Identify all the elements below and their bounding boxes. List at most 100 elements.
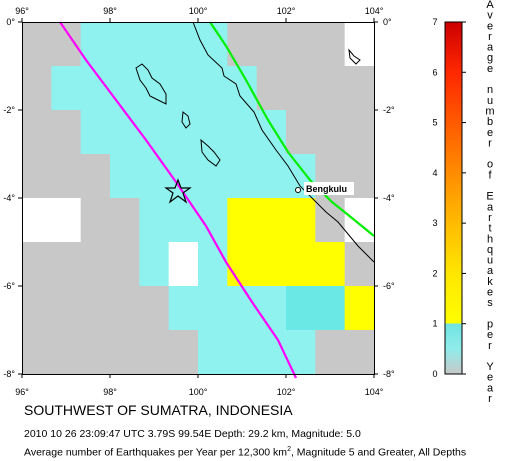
grid-cell bbox=[22, 330, 52, 375]
grid-cell bbox=[256, 198, 287, 243]
grid-cell bbox=[22, 66, 52, 111]
grid-cell bbox=[198, 330, 228, 375]
trench-lines bbox=[59, 21, 375, 379]
grid-cell bbox=[139, 22, 170, 67]
grid-cell bbox=[168, 22, 199, 67]
grid-cell bbox=[198, 110, 228, 155]
grid-cell bbox=[110, 198, 140, 243]
colorbar-tick-label: 6 bbox=[432, 67, 437, 77]
grid-cell bbox=[139, 286, 170, 331]
colorbar-scale bbox=[444, 21, 463, 375]
lat-tick-label-left: -6° bbox=[3, 281, 15, 291]
island-small-2 bbox=[200, 138, 221, 167]
grid-cell bbox=[256, 154, 287, 199]
grid-cell bbox=[256, 330, 287, 375]
grid-cell bbox=[198, 154, 228, 199]
grid-cell bbox=[315, 242, 346, 287]
grid-cell bbox=[315, 110, 346, 155]
map-footnote: Average number of Earthquakes per Year p… bbox=[24, 446, 466, 459]
grid-cell bbox=[344, 198, 375, 243]
grid-cell bbox=[168, 286, 199, 331]
grid-cell bbox=[344, 110, 375, 155]
lon-tick-label-top: 96° bbox=[15, 6, 29, 16]
grid-cell bbox=[80, 110, 111, 155]
city-label: Bengkulu bbox=[306, 184, 347, 194]
lon-tick-label-top: 98° bbox=[103, 6, 117, 16]
lon-tick-label-bottom: 100° bbox=[189, 387, 208, 397]
city-dot bbox=[295, 187, 301, 193]
grid-cell bbox=[139, 198, 170, 243]
grid-cell bbox=[168, 330, 199, 375]
region-title: SOUTHWEST OF SUMATRA, INDONESIA bbox=[24, 402, 293, 418]
grid-cell bbox=[286, 286, 316, 331]
lon-tick-label-bottom: 104° bbox=[365, 387, 384, 397]
grid-cell bbox=[315, 286, 346, 331]
grid-cell bbox=[22, 242, 52, 287]
grid-cell bbox=[198, 286, 228, 331]
star-icon bbox=[164, 178, 192, 204]
island-north bbox=[135, 63, 167, 105]
coastline bbox=[135, 21, 375, 263]
footnote-text-end: , Magnitude 5 and Greater, All Depths bbox=[290, 446, 467, 459]
grid-cell bbox=[227, 110, 258, 155]
grid-cell bbox=[51, 66, 82, 111]
grid-cell bbox=[168, 110, 199, 155]
grid-cell bbox=[344, 66, 375, 111]
lat-tick-label-left: -8° bbox=[3, 369, 15, 379]
grid-cell bbox=[110, 66, 140, 111]
grid-cell bbox=[227, 286, 258, 331]
grid-cell bbox=[51, 242, 82, 287]
grid-cell bbox=[22, 154, 52, 199]
lon-tick-label-top: 100° bbox=[189, 6, 208, 16]
grid-cell bbox=[227, 22, 258, 67]
colorbar-tick-label: 3 bbox=[432, 218, 437, 228]
grid-cell bbox=[227, 330, 258, 375]
grid-cell bbox=[256, 22, 287, 67]
grid-cell bbox=[139, 110, 170, 155]
footnote-superscript: 2 bbox=[287, 446, 291, 453]
grid-cell bbox=[256, 242, 287, 287]
grid-cell bbox=[80, 330, 111, 375]
grid-cell bbox=[286, 198, 316, 243]
grid-cell bbox=[168, 198, 199, 243]
island-far-north bbox=[348, 48, 361, 65]
lat-tick-label-right: 0° bbox=[383, 17, 392, 27]
grid-cell bbox=[22, 198, 52, 243]
grid-cell bbox=[22, 286, 52, 331]
grid-cell bbox=[22, 22, 52, 67]
lat-tick-label-left: -2° bbox=[3, 105, 15, 115]
colorbar-tick-label: 0 bbox=[432, 369, 437, 379]
grid-cell bbox=[80, 286, 111, 331]
grid-cell bbox=[139, 154, 170, 199]
colorbar-tick-label: 2 bbox=[432, 268, 437, 278]
grid-cell bbox=[110, 242, 140, 287]
colorbar-tick-label: 4 bbox=[432, 168, 437, 178]
grid-cell bbox=[51, 330, 82, 375]
grid-cell bbox=[256, 110, 287, 155]
grid-cell bbox=[22, 110, 52, 155]
grid-cell bbox=[227, 154, 258, 199]
grid-cell bbox=[51, 22, 82, 67]
grid-cell bbox=[80, 242, 111, 287]
grid-cell bbox=[344, 286, 375, 331]
grid-cell bbox=[168, 242, 199, 287]
grid-cell bbox=[227, 198, 258, 243]
grid-cell bbox=[110, 154, 140, 199]
grid-cell bbox=[110, 330, 140, 375]
grid-cell bbox=[80, 154, 111, 199]
grid-cell bbox=[344, 242, 375, 287]
grid-cell bbox=[286, 110, 316, 155]
grid-cell bbox=[198, 242, 228, 287]
grid-cell bbox=[110, 286, 140, 331]
lon-tick-label-bottom: 102° bbox=[277, 387, 296, 397]
colorbar-tick-label: 1 bbox=[432, 319, 437, 329]
city-label-bg bbox=[304, 182, 354, 195]
lon-tick-label-bottom: 98° bbox=[103, 387, 117, 397]
grid-cell bbox=[51, 110, 82, 155]
grid-cell bbox=[139, 242, 170, 287]
lon-tick-label-bottom: 96° bbox=[15, 387, 29, 397]
grid-cell bbox=[344, 330, 375, 375]
grid-cell bbox=[168, 154, 199, 199]
grid-cell bbox=[315, 198, 346, 243]
colorbar-tick-label: 5 bbox=[432, 118, 437, 128]
